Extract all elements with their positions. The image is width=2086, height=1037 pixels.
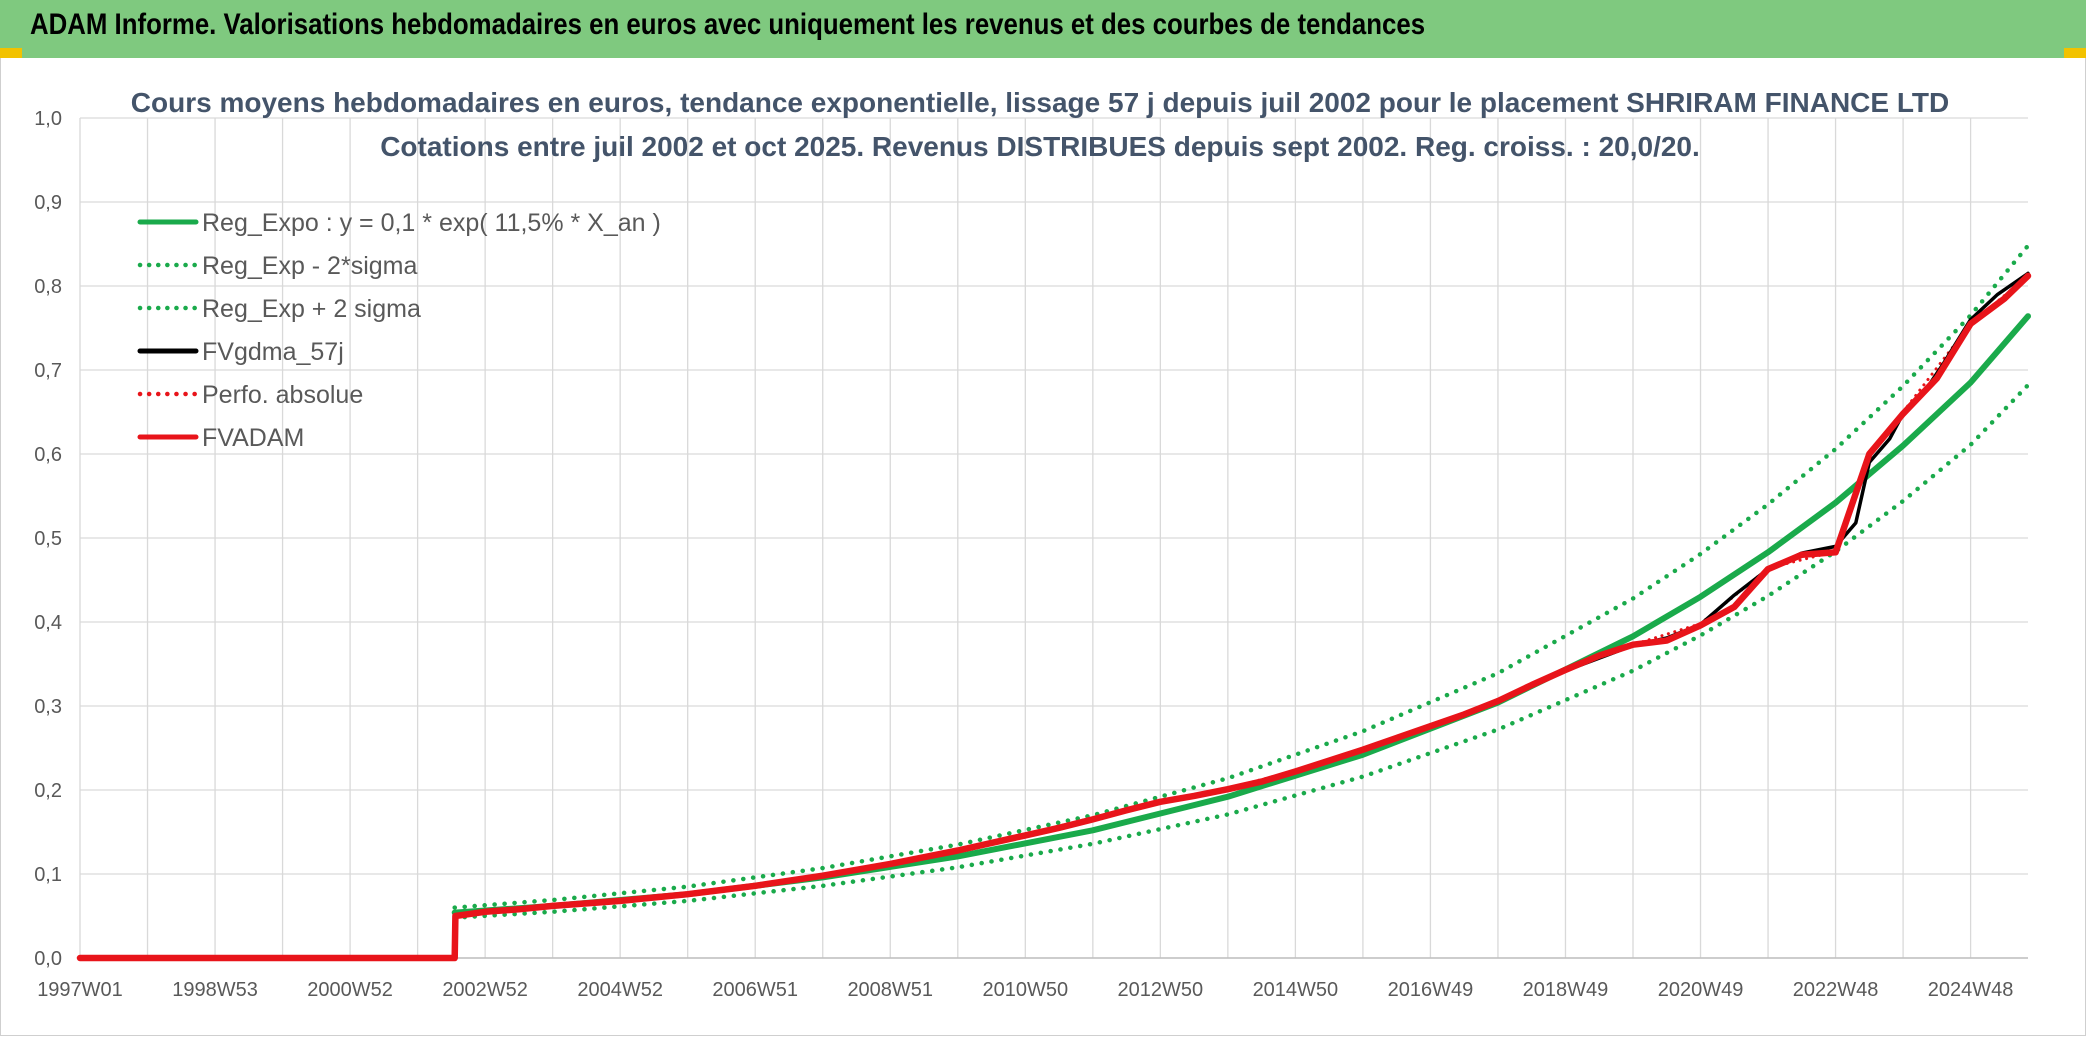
y-tick-label: 1,0	[34, 108, 62, 130]
y-tick-label: 0,3	[34, 696, 62, 718]
y-tick-label: 0,5	[34, 528, 62, 550]
legend-label-2: Reg_Exp + 2 sigma	[202, 295, 421, 323]
x-tick-label: 2018W49	[1523, 979, 1609, 1001]
series-line-4	[78, 274, 2030, 960]
x-tick-label: 2008W51	[847, 979, 933, 1001]
x-tick-label: 2016W49	[1388, 979, 1474, 1001]
page-title: ADAM Informe. Valorisations hebdomadaire…	[30, 8, 1426, 41]
x-tick-label: 2004W52	[577, 979, 663, 1001]
x-tick-label: 2020W49	[1658, 979, 1744, 1001]
series-line-2	[452, 243, 2031, 910]
x-tick-label: 2010W50	[982, 979, 1068, 1001]
chart-title-line-1: Cours moyens hebdomadaires en euros, ten…	[131, 87, 1949, 118]
x-tick-label: 1998W53	[172, 979, 258, 1001]
series-line-1	[452, 382, 2031, 920]
series-layer	[76, 243, 2032, 962]
y-tick-label: 0,1	[34, 864, 62, 886]
legend-label-0: Reg_Expo : y = 0,1 * exp( 11,5% * X_an )	[202, 209, 661, 237]
legend: Reg_Expo : y = 0,1 * exp( 11,5% * X_an )…	[137, 209, 661, 452]
header-bar: ADAM Informe. Valorisations hebdomadaire…	[0, 0, 2086, 58]
y-tick-label: 0,7	[34, 360, 62, 382]
x-tick-label: 1997W01	[37, 979, 123, 1001]
legend-label-4: Perfo. absolue	[202, 381, 363, 409]
series-line-5	[76, 272, 2032, 962]
x-tick-label: 2012W50	[1118, 979, 1204, 1001]
legend-label-5: FVADAM	[202, 424, 304, 452]
y-axis-ticks: 0,0 0,1 0,2 0,3 0,4 0,5 0,6 0,7 0,8 0,9 1,0	[34, 108, 62, 970]
y-tick-label: 0,9	[34, 192, 62, 214]
header-accent-left	[0, 48, 22, 58]
x-tick-label: 2002W52	[442, 979, 528, 1001]
x-tick-label: 2006W51	[712, 979, 798, 1001]
chart-title-line-2: Cotations entre juil 2002 et oct 2025. R…	[380, 131, 1700, 162]
x-tick-label: 2022W48	[1793, 979, 1879, 1001]
x-tick-label: 2000W52	[307, 979, 393, 1001]
y-tick-label: 0,2	[34, 780, 62, 802]
x-tick-label: 2024W48	[1928, 979, 2014, 1001]
y-tick-label: 0,4	[34, 612, 62, 634]
y-tick-label: 0,8	[34, 276, 62, 298]
y-tick-label: 0,0	[34, 948, 62, 970]
x-tick-label: 2014W50	[1253, 979, 1339, 1001]
header-accent-right	[2064, 48, 2086, 58]
legend-label-3: FVgdma_57j	[202, 338, 344, 366]
series-line-0	[451, 313, 2031, 916]
x-axis-ticks: 1997W01 1998W53 2000W52 2002W52 2004W52 2006W…	[37, 979, 2013, 1001]
legend-label-1: Reg_Exp - 2*sigma	[202, 252, 417, 280]
y-tick-label: 0,6	[34, 444, 62, 466]
